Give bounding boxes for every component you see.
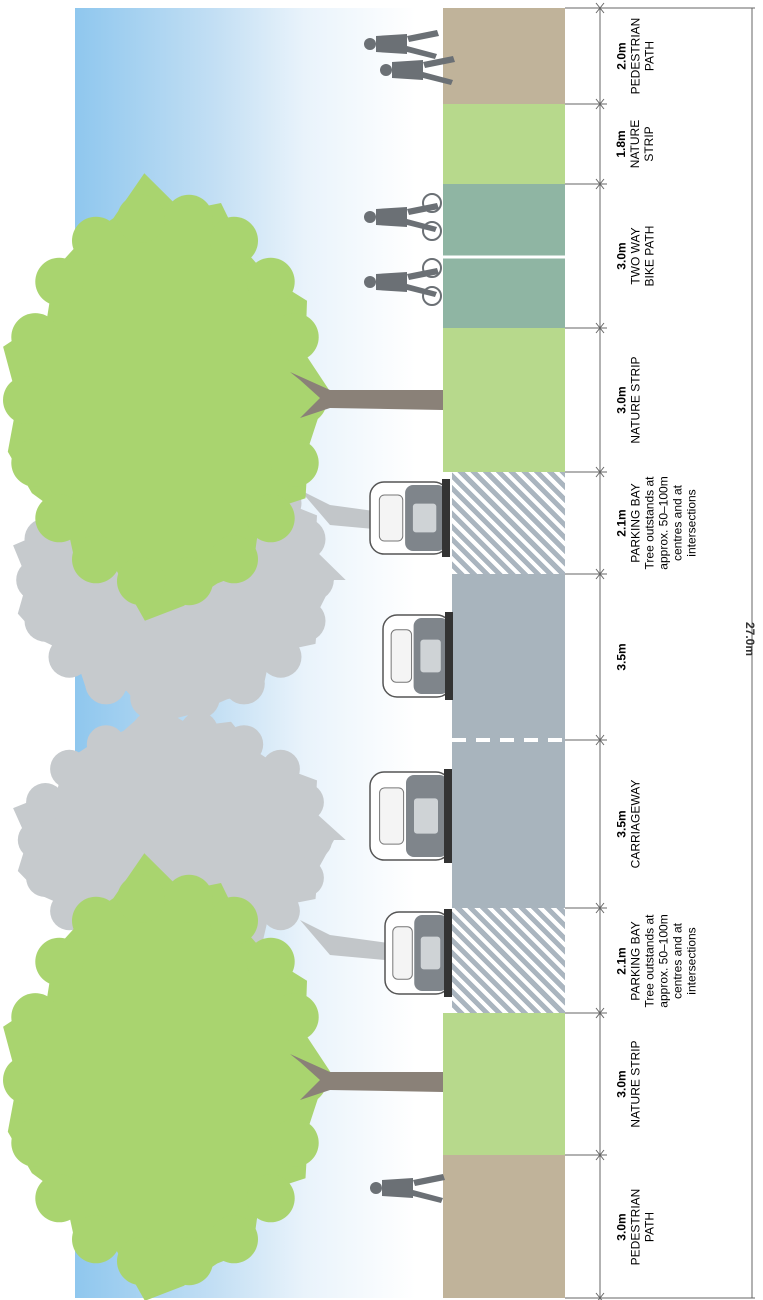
section-width: 3.0m (614, 386, 629, 414)
strip-carriage-5 (452, 574, 565, 740)
section-width: 2.0m (613, 42, 628, 70)
strip-nature-8 (443, 1013, 565, 1155)
label-7: 2.1m PARKING BAY Tree outstands at approx. … (614, 914, 698, 1007)
car-parked-lower (384, 909, 452, 997)
section-label-line: NATURE STRIP (628, 356, 643, 444)
label-2: 3.0m TWO WAY BIKE PATH (614, 226, 656, 287)
section-label-line: PATH (641, 40, 656, 72)
tree-trunk-lower (290, 1054, 443, 1100)
section-label-line: TWO WAY (627, 227, 642, 285)
section-label-line: PATH (641, 1211, 656, 1242)
label-4: 2.1m PARKING BAY Tree outstands at approx. … (614, 476, 698, 569)
strip-nature-1 (443, 104, 565, 184)
section-width: 3.0m (613, 242, 628, 270)
section-label-line: STRIP (642, 126, 657, 162)
section-label-line: NATURE STRIP (628, 1040, 643, 1128)
section-label-line: NATURE (628, 119, 643, 169)
section-width: 3.0m (614, 1070, 629, 1098)
strip-pedestrian-0 (443, 8, 565, 104)
car-parked-upper (369, 479, 450, 557)
section-label-line: centres and at (670, 922, 685, 999)
label-6: 3.5m CARRIAGEWAY (614, 780, 642, 869)
section-label-line: intersections (684, 926, 699, 995)
section-label-line: Tree outstands at (642, 476, 657, 570)
section-label-line: approx. 50–100m (656, 913, 671, 1008)
label-8: 3.0m NATURE STRIP (614, 1040, 642, 1127)
section-label-line: PEDESTRIAN (627, 1188, 642, 1265)
section-label-line: centres and at (670, 484, 685, 562)
pedestrian-figure-2 (380, 56, 455, 85)
section-width: 3.0m (613, 1212, 628, 1241)
section-label-line: PARKING BAY (628, 483, 643, 563)
section-label-line: approx. 50–100m (656, 476, 671, 570)
pedestrian-figure-1 (364, 30, 439, 59)
section-width: 2.1m (614, 946, 629, 975)
label-9: 3.0m PEDESTRIAN PATH (614, 1188, 656, 1265)
label-5: 3.5m (614, 643, 628, 670)
section-label-line: intersections (684, 489, 699, 557)
section-label-line: PEDESTRIAN (627, 17, 642, 95)
car-lane-lower (369, 769, 452, 863)
car-lane-upper (382, 612, 453, 700)
strip-carriage-6 (452, 740, 565, 908)
strip-parking-4 (452, 472, 565, 574)
cyclist-figure-1 (364, 193, 442, 241)
label-1: 1.8m NATURE STRIP (614, 120, 656, 168)
section-label-line: Tree outstands at (642, 914, 657, 1007)
section-width: 3.5m (614, 643, 629, 671)
section-label-line: BIKE PATH (641, 225, 656, 287)
section-label-line: CARRIAGEWAY (627, 779, 642, 869)
cyclist-figure-2 (364, 258, 442, 306)
total-width-label: 27.0m (743, 621, 758, 657)
section-width: 2.1m (614, 509, 629, 537)
section-label-line: PARKING BAY (628, 920, 643, 1001)
section-width: 1.8m (614, 130, 629, 158)
strip-nature-3 (443, 328, 565, 472)
dimension-lines (565, 2, 755, 1300)
strip-pedestrian-9 (443, 1155, 565, 1298)
label-3: 3.0m NATURE STRIP (614, 356, 642, 443)
label-0: 2.0m PEDESTRIAN PATH (614, 18, 656, 95)
section-width: 3.5m (613, 810, 628, 838)
pedestrian-figure-3 (370, 1174, 445, 1203)
green-tree-lower (3, 853, 336, 1300)
strip-parking-7 (452, 908, 565, 1013)
tree-trunk-upper (290, 372, 443, 418)
